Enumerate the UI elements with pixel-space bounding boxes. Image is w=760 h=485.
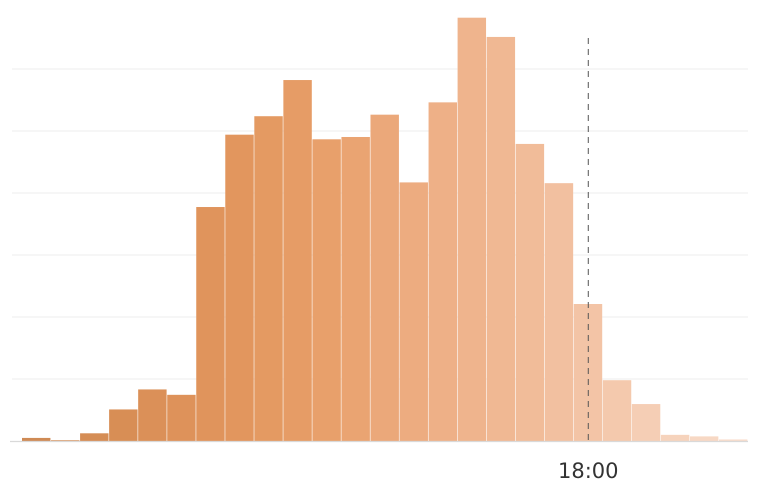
bar-1: [22, 437, 51, 441]
bar-25: [718, 439, 748, 441]
bar-8: [225, 134, 254, 441]
bar-21: [602, 380, 632, 441]
bars-group: [22, 17, 748, 442]
x-tick-label-18-00: 18:00: [558, 459, 619, 483]
bar-11: [312, 139, 341, 442]
bar-22: [631, 404, 661, 441]
bar-16: [457, 17, 487, 441]
bar-12: [341, 136, 370, 442]
bar-23: [660, 434, 690, 441]
bar-24: [689, 436, 719, 441]
bar-14: [399, 182, 428, 441]
bar-18: [515, 143, 545, 442]
bar-2: [51, 440, 80, 441]
bar-17: [486, 36, 516, 441]
bar-7: [196, 207, 225, 441]
bar-19: [544, 183, 574, 442]
bar-10: [283, 80, 312, 441]
bar-13: [370, 114, 399, 442]
bar-5: [138, 389, 167, 441]
bar-9: [254, 116, 283, 442]
bar-3: [80, 433, 109, 441]
bar-6: [167, 394, 196, 441]
bar-4: [109, 409, 138, 441]
bar-15: [428, 102, 457, 442]
